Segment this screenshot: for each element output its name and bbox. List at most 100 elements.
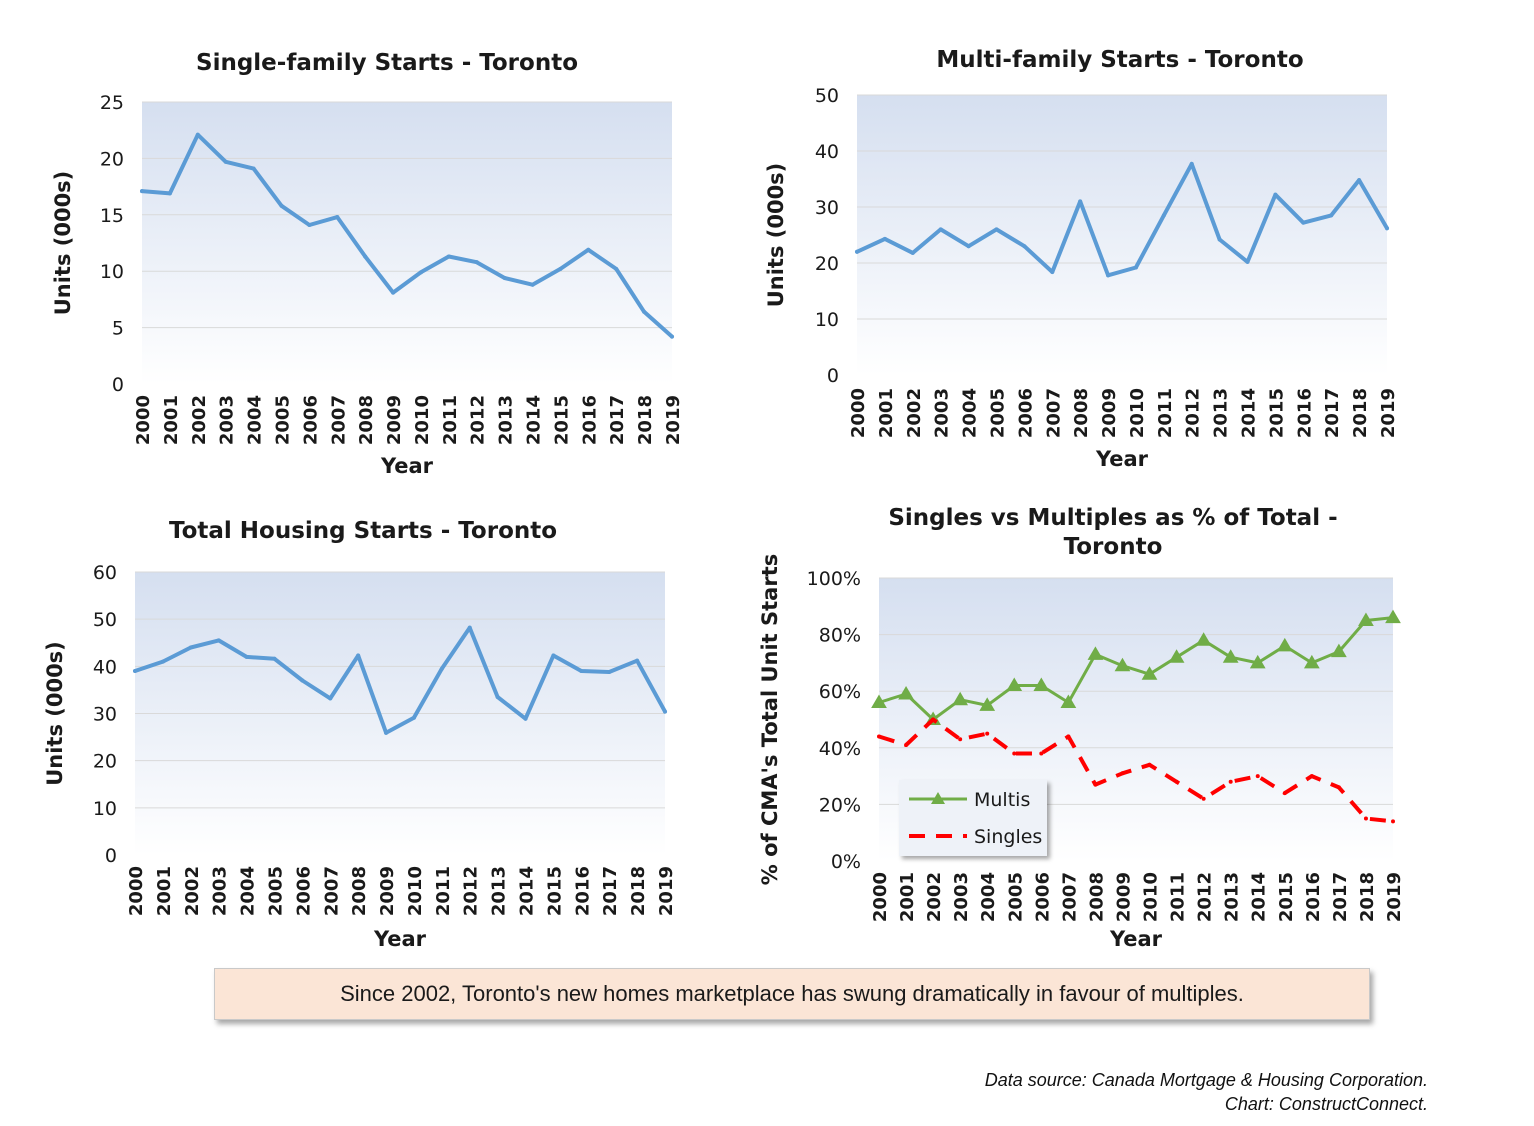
data-point: [1391, 819, 1395, 824]
x-tick-label: 2017: [1322, 388, 1343, 438]
x-tick-label: 2000: [848, 388, 869, 438]
plot-area: [142, 102, 672, 384]
data-point: [167, 191, 172, 196]
x-tick-label: 2002: [924, 872, 945, 922]
data-point: [994, 227, 999, 232]
data-point: [384, 730, 389, 735]
series-line-singles: [878, 717, 1394, 824]
data-point: [1066, 734, 1071, 739]
x-tick-label: 2009: [384, 395, 405, 445]
data-point: [1133, 265, 1138, 270]
data-point-marker: [1006, 677, 1023, 692]
x-tick-label: 2011: [433, 866, 454, 916]
x-tick-label: 2005: [1005, 872, 1026, 922]
data-point: [1301, 220, 1306, 225]
data-point-marker: [1114, 657, 1131, 672]
legend-label-singles: Singles: [974, 826, 1042, 848]
x-tick-label: 2003: [210, 866, 231, 916]
data-point: [579, 669, 584, 674]
y-tick-label: 10: [815, 309, 839, 331]
data-point-marker: [898, 686, 914, 700]
legend: Multis Singles: [899, 780, 1047, 856]
chart-3: Total Housing Starts - Toronto 0 10 20 30 40 5…: [43, 518, 677, 951]
data-point: [938, 227, 943, 232]
x-tick-label: 2016: [1303, 872, 1324, 922]
x-tick-label: 2012: [1183, 388, 1204, 438]
y-tick-label: 0%: [831, 851, 861, 873]
x-tick-label: 2001: [161, 395, 182, 445]
data-point: [328, 696, 333, 701]
data-point: [642, 309, 647, 314]
x-tick-label: 2000: [126, 866, 147, 916]
data-point: [670, 334, 674, 339]
data-point-marker: [1385, 609, 1401, 624]
x-tick-label: 2000: [133, 395, 154, 445]
x-tick-label: 2011: [1155, 388, 1176, 438]
data-point: [300, 678, 305, 683]
y-tick-label: 40: [93, 656, 117, 678]
data-point: [1120, 771, 1125, 776]
x-tick-label: 2005: [272, 395, 293, 445]
data-point: [1282, 791, 1287, 796]
data-point: [216, 638, 221, 643]
data-point: [1022, 244, 1027, 249]
x-tick-label: 2000: [870, 872, 891, 922]
data-point: [1329, 213, 1334, 218]
data-point: [1336, 785, 1341, 790]
data-point: [1245, 259, 1250, 264]
x-tick-label: 2002: [904, 388, 925, 438]
data-point: [446, 254, 451, 259]
data-point-marker: [1303, 654, 1320, 669]
x-tick-label: 2015: [544, 866, 565, 916]
x-tick-label: 2003: [951, 872, 972, 922]
y-tick-label: 60%: [819, 681, 861, 703]
y-tick-label: 0: [112, 374, 124, 396]
chart-title: Toronto: [1064, 534, 1163, 560]
y-axis-title: Units (000s): [764, 163, 788, 308]
data-point: [188, 645, 193, 650]
series-line: [855, 161, 1389, 278]
x-axis-title: Year: [1109, 927, 1163, 951]
x-tick-label: 2003: [932, 388, 953, 438]
x-tick-label: 2007: [1043, 388, 1064, 438]
source-line-2: Chart: ConstructConnect.: [1224, 1094, 1428, 1114]
x-tick-label: 2012: [468, 395, 489, 445]
x-tick-label: 2007: [328, 395, 349, 445]
data-point-marker: [1060, 694, 1077, 709]
caption-text: Since 2002, Toronto's new homes marketpl…: [340, 981, 1244, 1006]
data-point: [1039, 751, 1044, 756]
data-point: [1093, 782, 1098, 787]
x-tick-label: 2018: [1350, 388, 1371, 438]
x-axis-title: Year: [1095, 447, 1149, 471]
x-tick-label: 2006: [293, 866, 314, 916]
x-tick-label: 2004: [245, 395, 266, 445]
x-tick-label: 2001: [897, 872, 918, 922]
x-tick-label: 2017: [607, 395, 628, 445]
data-point: [877, 734, 881, 739]
x-tick-label: 2011: [1168, 872, 1189, 922]
x-tick-label: 2002: [182, 866, 203, 916]
y-tick-label: 40: [815, 141, 839, 163]
data-point: [1106, 273, 1111, 278]
x-tick-label: 2007: [321, 866, 342, 916]
data-point: [614, 266, 619, 271]
data-point: [223, 159, 228, 164]
x-tick-label: 2012: [461, 866, 482, 916]
x-tick-label: 2001: [154, 866, 175, 916]
x-tick-label: 2009: [1099, 388, 1120, 438]
y-tick-label: 5: [112, 318, 124, 340]
chart-title: Total Housing Starts - Toronto: [169, 518, 557, 544]
x-tick-label: 2013: [496, 395, 517, 445]
y-tick-label: 30: [93, 704, 117, 726]
data-point-marker: [979, 697, 996, 711]
source-note: Data source: Canada Mortgage & Housing C…: [985, 1068, 1428, 1116]
y-tick-label: 80%: [819, 625, 861, 647]
x-tick-label: 2011: [440, 395, 461, 445]
x-tick-label: 2018: [635, 395, 656, 445]
data-point-marker: [1276, 637, 1293, 652]
data-point: [910, 250, 915, 255]
x-tick-label: 2010: [1141, 872, 1162, 922]
data-point-marker: [871, 694, 887, 709]
x-tick-label: 2010: [1127, 388, 1148, 438]
x-tick-label: 2014: [524, 395, 545, 445]
